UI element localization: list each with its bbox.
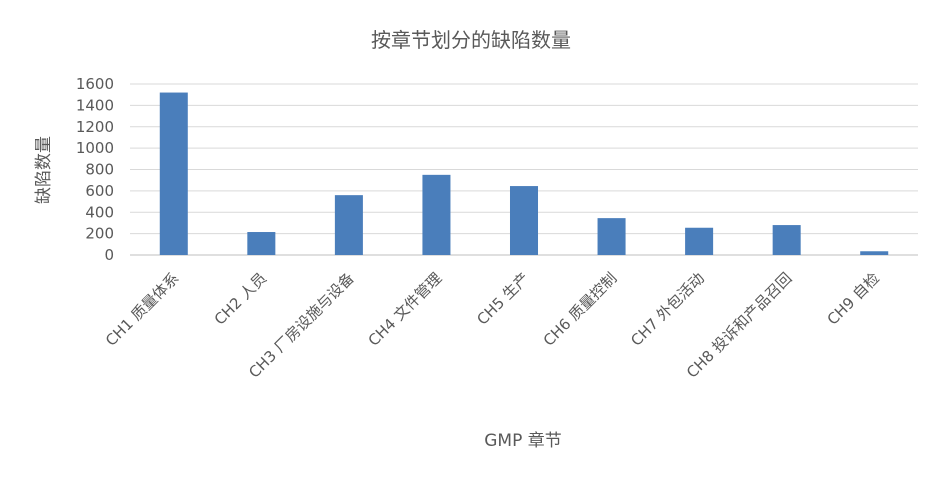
bar	[509, 186, 539, 255]
y-tick-label: 200	[85, 225, 114, 243]
y-tick-label: 400	[85, 203, 114, 221]
y-tick-label: 800	[85, 161, 114, 179]
chart-title: 按章节划分的缺陷数量	[371, 28, 571, 52]
x-axis-title: GMP 章节	[484, 431, 562, 451]
bar	[422, 174, 451, 255]
x-category-label: CH1 质量体系	[102, 269, 183, 350]
bar	[685, 227, 714, 255]
x-category-label: CH2 人员	[211, 269, 270, 328]
bar	[247, 232, 276, 255]
bars	[159, 92, 889, 255]
y-axis-ticks: 0 200 400 600 800 1000 1200 1400 1600	[76, 75, 114, 264]
y-tick-label: 1000	[76, 139, 114, 157]
bar	[334, 195, 363, 255]
x-category-label: CH9 自检	[824, 269, 883, 328]
y-tick-label: 1200	[76, 118, 114, 136]
x-category-label: CH7 外包活动	[627, 269, 708, 350]
y-axis-title: 缺陷数量	[34, 136, 54, 204]
y-tick-label: 1600	[76, 75, 114, 93]
y-tick-label: 0	[104, 246, 114, 264]
bar	[860, 251, 889, 255]
y-tick-label: 600	[85, 182, 114, 200]
x-category-label: CH5 生产	[473, 269, 532, 328]
bar	[772, 225, 801, 255]
bar	[597, 218, 626, 255]
bar	[159, 92, 188, 255]
x-category-label: CH4 文件管理	[365, 269, 446, 350]
y-tick-label: 1400	[76, 96, 114, 114]
x-category-label: CH6 质量控制	[540, 269, 621, 350]
